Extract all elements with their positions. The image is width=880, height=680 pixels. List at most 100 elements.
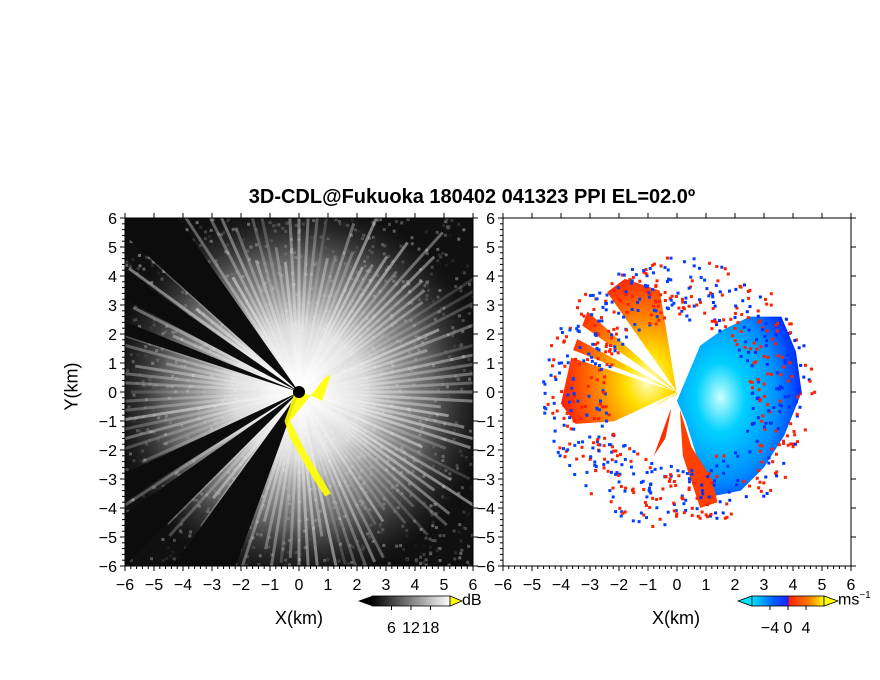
velocity-pixel: [575, 327, 579, 331]
velocity-pixel: [577, 362, 581, 366]
velocity-pixel: [563, 364, 567, 368]
velocity-pixel: [783, 358, 787, 362]
velocity-pixel: [603, 457, 607, 461]
x-tick-label: −2: [610, 577, 628, 594]
velocity-pixel: [796, 395, 800, 399]
velocity-pixel: [796, 440, 800, 444]
velocity-pixel: [555, 409, 559, 413]
velocity-pixel: [621, 342, 625, 346]
velocity-pixel: [710, 292, 714, 296]
velocity-pixel: [598, 402, 602, 406]
velocity-pixel: [571, 377, 575, 381]
echo-ray: [165, 362, 300, 394]
velocity-pixel: [793, 339, 797, 343]
noise-pixel: [466, 512, 470, 516]
echo-ray: [162, 390, 300, 446]
echo-ray: [211, 391, 301, 500]
echo-ray: [298, 277, 473, 394]
velocity-pixel: [739, 285, 743, 289]
noise-pixel: [150, 264, 154, 268]
velocity-pixel: [743, 345, 747, 349]
velocity-pixel: [741, 299, 745, 303]
echo-ray: [135, 364, 300, 394]
velocity-pixel: [715, 475, 719, 479]
velocity-pixel: [786, 443, 790, 447]
velocity-pixel: [789, 422, 793, 426]
noise-pixel: [457, 237, 461, 241]
velocity-pixel: [783, 361, 787, 365]
velocity-pixel: [707, 261, 711, 265]
noise-pixel: [471, 295, 473, 299]
velocity-pixel: [785, 434, 789, 438]
velocity-pixel: [758, 295, 762, 299]
velocity-pixel: [595, 439, 599, 443]
velocity-pixel: [637, 328, 641, 332]
velocity-pixel: [636, 308, 640, 312]
velocity-pixel: [610, 300, 614, 304]
velocity-pixel: [629, 459, 633, 463]
velocity-pixel: [756, 416, 760, 420]
velocity-pixel: [663, 265, 667, 269]
velocity-pixel: [603, 436, 607, 440]
velocity-pixel: [593, 324, 597, 328]
velocity-pixel: [591, 446, 595, 450]
velocity-pixel: [565, 411, 569, 415]
velocity-pixel: [776, 354, 780, 358]
noise-pixel: [453, 557, 457, 561]
velocity-pixel: [601, 305, 605, 309]
velocity-pixel: [617, 311, 621, 315]
velocity-pixel: [582, 359, 586, 363]
velocity-pixel: [624, 335, 628, 339]
velocity-pixel: [685, 472, 689, 476]
velocity-pixel: [765, 362, 769, 366]
velocity-pixel: [781, 439, 785, 443]
velocity-pixel: [734, 451, 738, 455]
velocity-pixel: [587, 352, 591, 356]
velocity-pixel: [557, 361, 561, 365]
velocity-pixel: [759, 345, 763, 349]
x-tick-label: −4: [174, 577, 192, 594]
echo-ray: [288, 218, 301, 393]
velocity-pixel: [684, 296, 688, 300]
velocity-pixel: [699, 496, 703, 500]
velocity-pixel: [748, 380, 752, 384]
noise-pixel: [199, 225, 203, 229]
y-tick-label: −5: [477, 530, 495, 547]
blocked-sector: [125, 218, 299, 392]
velocity-pixel: [779, 373, 783, 377]
noise-pixel: [428, 545, 432, 549]
velocity-pixel: [597, 368, 601, 372]
noise-pixel: [400, 221, 404, 225]
velocity-pixel: [589, 492, 593, 496]
velocity-pixel: [760, 460, 764, 464]
velocity-pixel: [788, 322, 792, 326]
velocity-pixel: [778, 399, 782, 403]
velocity-pixel: [706, 515, 710, 519]
velocity-pixel: [705, 503, 709, 507]
noise-pixel: [441, 251, 445, 255]
velocity-pixel: [747, 328, 751, 332]
velocity-pixel: [682, 502, 686, 506]
velocity-pixel: [750, 364, 754, 368]
velocity-pixel: [646, 284, 650, 288]
noise-pixel: [447, 563, 451, 566]
velocity-pixel: [642, 269, 646, 273]
velocity-pixel: [708, 514, 712, 518]
noise-pixel: [452, 529, 456, 533]
velocity-pixel: [763, 425, 767, 429]
left-colorbar-unit: dB: [462, 592, 482, 609]
velocity-pixel: [789, 442, 793, 446]
velocity-pixel: [591, 342, 595, 346]
velocity-pixel: [692, 257, 696, 261]
noise-pixel: [421, 561, 425, 565]
echo-ray: [298, 390, 447, 450]
velocity-pixel: [748, 305, 752, 309]
velocity-pixel: [722, 459, 726, 463]
velocity-pixel: [616, 297, 620, 301]
velocity-pixel: [707, 472, 711, 476]
velocity-pixel: [642, 270, 646, 274]
velocity-pixel: [645, 495, 649, 499]
velocity-pixel: [715, 265, 719, 269]
velocity-pixel: [572, 427, 576, 431]
velocity-pixel: [614, 460, 618, 464]
